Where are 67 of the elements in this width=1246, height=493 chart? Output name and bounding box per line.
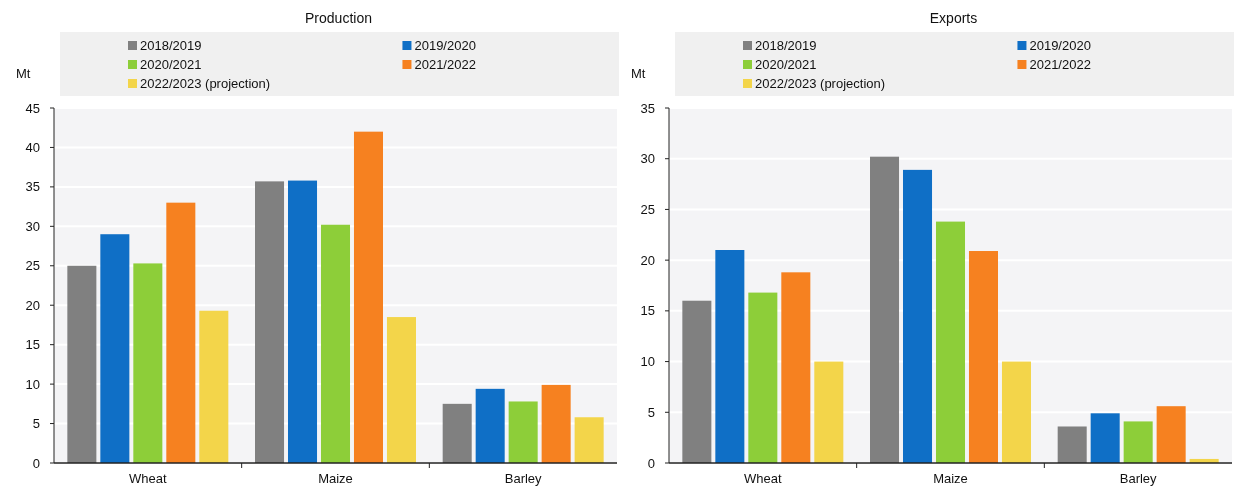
y-tick-label: 10 <box>640 354 655 370</box>
legend-label: 2021/2022 <box>414 57 476 72</box>
y-axis-title: Mt <box>631 66 646 81</box>
y-tick-label: 25 <box>25 258 40 274</box>
bar <box>133 263 163 463</box>
bar <box>353 131 383 463</box>
bar <box>255 181 285 463</box>
bar <box>1156 406 1186 463</box>
chart-title: Production <box>305 10 372 26</box>
legend-label: 2019/2020 <box>1029 38 1091 53</box>
legend-label: 2021/2022 <box>1029 57 1091 72</box>
y-tick-label: 0 <box>647 455 655 471</box>
y-tick-label: 30 <box>25 218 40 234</box>
legend-label: 2020/2021 <box>140 57 202 72</box>
bar <box>199 310 229 463</box>
x-tick-label: Maize <box>318 471 353 486</box>
y-tick-label: 20 <box>640 252 655 268</box>
bar <box>67 265 97 463</box>
bar <box>166 202 196 463</box>
bar <box>935 221 966 463</box>
legend-label: 2022/2023 (projection) <box>140 76 271 91</box>
x-tick-label: Wheat <box>129 471 167 486</box>
y-tick-label: 20 <box>25 297 40 313</box>
bar <box>320 224 351 463</box>
y-axis-title: Mt <box>16 66 31 81</box>
bar <box>541 384 571 463</box>
bar <box>574 417 604 463</box>
legend-label: 2022/2023 (projection) <box>755 76 886 91</box>
y-tick-label: 15 <box>25 337 40 353</box>
y-tick-label: 25 <box>640 201 655 217</box>
y-tick-label: 30 <box>640 151 655 167</box>
y-tick-label: 5 <box>647 404 655 420</box>
chart-title: Exports <box>929 10 978 26</box>
y-tick-label: 10 <box>25 376 40 392</box>
y-tick-label: 0 <box>32 455 40 471</box>
bar <box>748 292 778 463</box>
legend-label: 2018/2019 <box>755 38 817 53</box>
x-tick-label: Maize <box>933 471 968 486</box>
bar <box>715 250 745 463</box>
bar <box>1057 426 1087 463</box>
bar <box>1090 413 1120 463</box>
bar <box>903 169 933 463</box>
legend-label: 2020/2021 <box>755 57 817 72</box>
y-tick-label: 35 <box>640 100 655 116</box>
x-tick-label: Barley <box>1119 471 1158 486</box>
bar <box>870 156 900 463</box>
bar <box>100 234 130 463</box>
y-tick-label: 5 <box>32 416 40 432</box>
bar <box>682 300 712 463</box>
y-tick-label: 35 <box>25 179 40 195</box>
y-tick-label: 45 <box>25 100 40 116</box>
bar <box>814 361 844 463</box>
bar <box>386 317 416 463</box>
legend-label: 2019/2020 <box>414 38 476 53</box>
x-tick-label: Wheat <box>744 471 782 486</box>
bar <box>1123 421 1153 463</box>
legend-label: 2018/2019 <box>140 38 202 53</box>
y-tick-label: 15 <box>640 303 655 319</box>
bar <box>442 403 472 463</box>
bar <box>508 401 538 463</box>
bar <box>781 272 811 463</box>
bar <box>1001 361 1031 463</box>
bar <box>968 251 998 463</box>
bar <box>288 180 318 463</box>
y-tick-label: 40 <box>25 139 40 155</box>
x-tick-label: Barley <box>504 471 543 486</box>
bar <box>475 388 505 463</box>
